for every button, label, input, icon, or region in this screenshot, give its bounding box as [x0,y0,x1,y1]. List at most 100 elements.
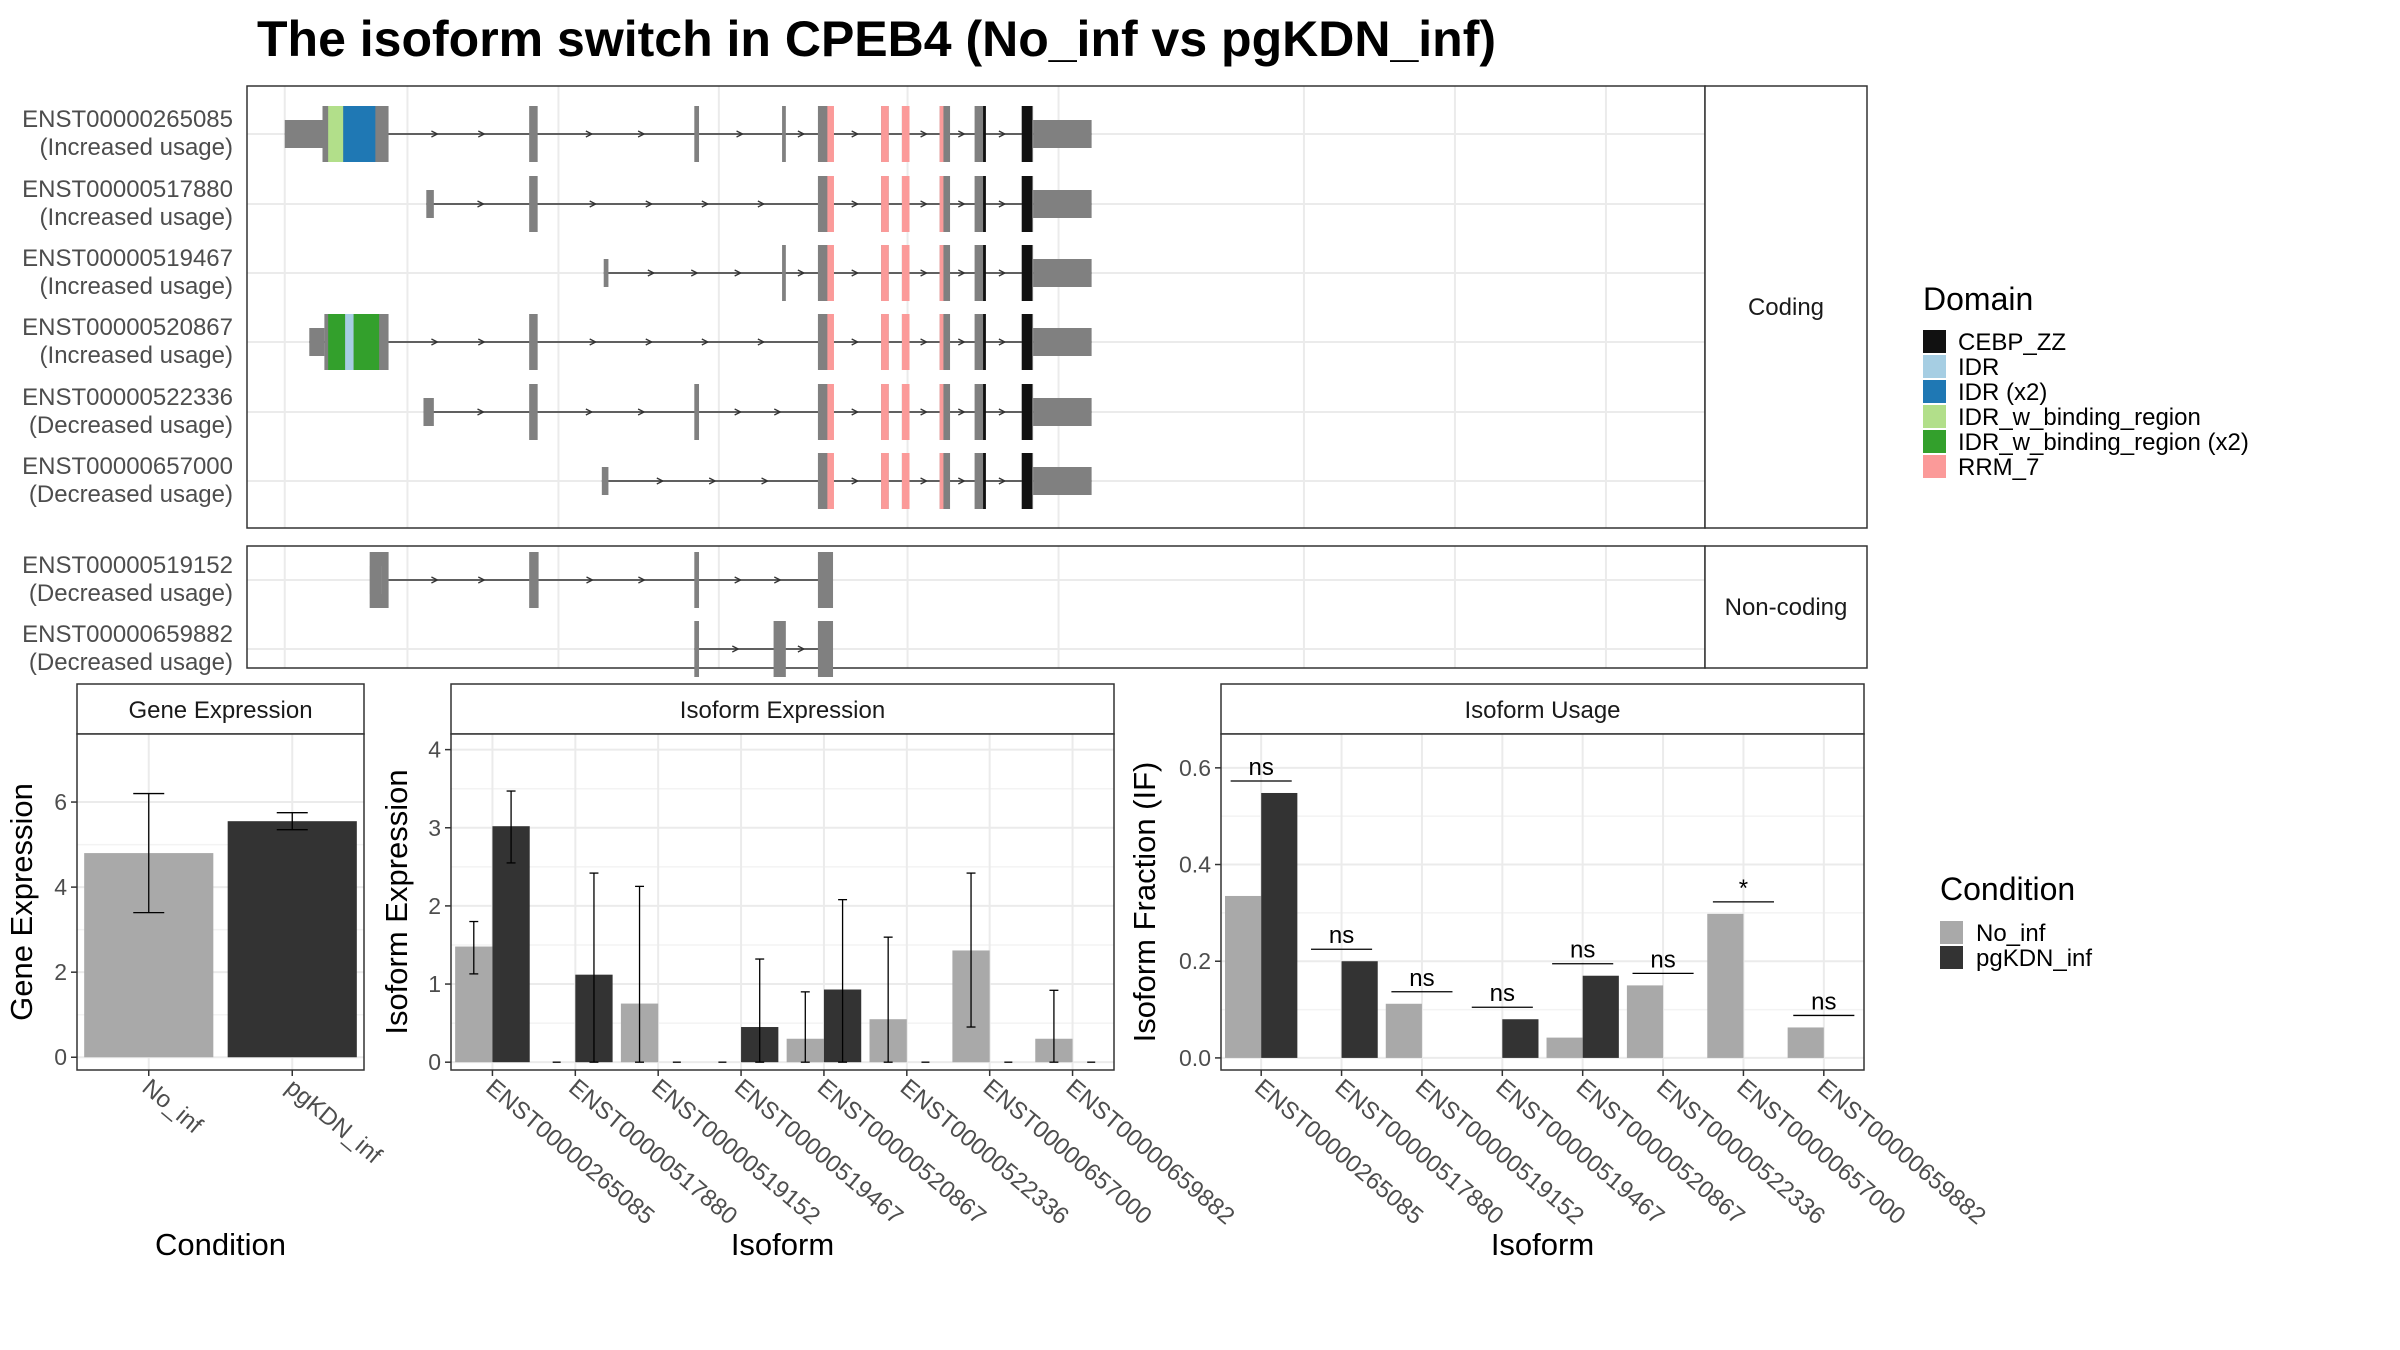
structure-facet-label: Non-coding [1725,594,1848,621]
intron-arrow [431,338,439,346]
intron-arrow [998,200,1007,208]
intron-arrow [920,130,929,138]
exon-block [1033,190,1092,218]
isoform-id-label: ENST00000522336 [22,384,233,411]
exon-block [773,621,786,677]
intron-arrow [998,130,1007,138]
exon-block [817,552,834,608]
panel-border [450,733,1115,1071]
domain-block-rrm-7 [827,314,834,370]
isoform-id-label: ENST00000659882 [22,621,233,648]
panel-strip [450,683,1115,735]
isoform-id-label: ENST00000517880 [22,176,233,203]
intron-arrow [958,130,966,138]
intron-arrow [431,130,439,138]
significance-label: ns [1409,965,1434,992]
x-tick-label: pgKDN_inf [280,1074,387,1170]
x-axis-title: Isoform [731,1227,834,1262]
domain-block-rrm-7 [939,245,944,301]
exon-block [817,314,831,370]
exon-block [529,314,538,370]
structure-facet-strip [1704,85,1868,529]
intron-arrow [478,130,486,138]
bar [1385,1003,1422,1058]
domain-block-cebp-zz [1021,384,1033,440]
y-tick-label: 4 [54,874,67,900]
intron-arrow [851,408,860,416]
domain-legend-label: CEBP_ZZ [1958,329,2066,356]
panel-strip-label: Isoform Expression [680,697,885,724]
isoform-id-label: ENST00000520867 [22,314,233,341]
condition-legend-label: No_inf [1976,920,2046,947]
intron-arrow [958,269,966,277]
isoform-usage-label: (Increased usage) [40,204,233,231]
domain-block-cebp-zz [1021,453,1033,509]
domain-block-cebp-zz [1021,106,1033,162]
domain-block-rrm-7 [901,384,910,440]
exon-block [284,120,323,148]
bar [1341,961,1378,1058]
y-tick-label: 4 [428,737,441,763]
isoform-usage-label: (Increased usage) [40,342,233,369]
domain-block-idr-w-binding-region [328,106,344,162]
domain-block-cebp-zz [983,176,986,232]
exon-block [426,190,434,218]
domain-block-rrm-7 [881,245,889,301]
isoform-usage-label: (Increased usage) [40,273,233,300]
bar [1582,975,1619,1058]
intron-arrow [645,200,654,208]
x-tick-label: No_inf [137,1074,208,1139]
domain-block-rrm-7 [827,106,834,162]
intron-arrow [478,338,486,346]
x-axis-title: Condition [155,1227,286,1262]
intron-arrow [958,200,966,208]
domain-block-rrm-7 [881,453,889,509]
intron-arrow [958,338,966,346]
y-axis-title: Isoform Fraction (IF) [1127,762,1162,1043]
isoform-usage-label: (Decreased usage) [29,580,233,607]
significance-label: ns [1249,754,1274,781]
condition-legend-swatch [1940,946,1963,969]
isoform-usage-label: (Decreased usage) [29,481,233,508]
exon-block [817,453,831,509]
exon-block [694,621,700,677]
y-axis-title: Isoform Expression [379,769,414,1034]
exon-block [974,176,985,232]
y-tick-label: 0.6 [1179,755,1211,781]
domain-block-rrm-7 [881,314,889,370]
intron-arrow [761,477,770,485]
intron-arrow [998,477,1007,485]
exon-block [939,106,951,162]
intron-arrow [585,408,594,416]
condition-legend-title: Condition [1940,871,2075,907]
domain-legend-swatch [1923,330,1946,353]
intron-arrow [589,200,598,208]
panel-border [76,733,365,1071]
exon-block [1033,328,1092,356]
domain-block-rrm-7 [901,106,910,162]
intron-arrow [431,576,439,584]
y-tick-label: 0 [54,1044,67,1070]
intron-arrow [477,408,485,416]
exon-block [1033,398,1092,426]
exon-block [817,384,831,440]
intron-arrow [958,477,966,485]
intron-arrow [589,338,598,346]
intron-arrow [998,269,1007,277]
domain-block-idr-w-binding-region-x2- [353,314,380,370]
intron-arrow [757,200,766,208]
intron-arrow [958,408,966,416]
domain-legend-swatch [1923,380,1946,403]
domain-block-idr-w-binding-region-x2- [328,314,346,370]
bar [1787,1027,1824,1058]
intron-arrow [690,269,699,277]
intron-arrow [638,576,646,584]
bar [1707,913,1744,1058]
domain-block-rrm-7 [901,245,910,301]
domain-legend-label: IDR_w_binding_region [1958,404,2201,431]
intron-arrow [708,477,717,485]
domain-block-cebp-zz [983,245,986,301]
significance-label: * [1739,875,1748,902]
